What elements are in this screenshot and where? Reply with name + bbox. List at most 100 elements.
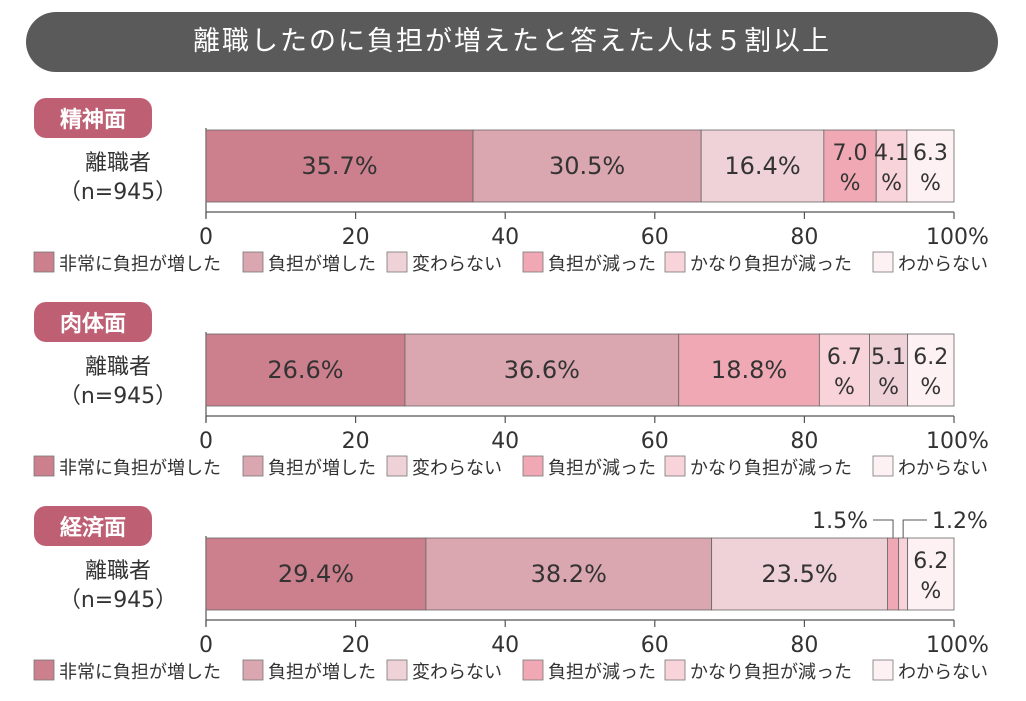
section-label-bg bbox=[34, 98, 152, 138]
x-tick-label: 40 bbox=[491, 429, 519, 454]
section-label-bg bbox=[34, 302, 152, 342]
bar-segment bbox=[404, 333, 680, 407]
legend-label: わからない bbox=[898, 662, 988, 683]
bar-segment bbox=[887, 537, 900, 611]
x-tick-label: 0 bbox=[199, 633, 213, 658]
x-tick-label: 20 bbox=[342, 225, 370, 250]
bar-segment bbox=[875, 129, 908, 203]
label-leader-line bbox=[902, 519, 927, 538]
data-label: 23.5% bbox=[761, 560, 837, 588]
legend-swatch bbox=[33, 659, 55, 681]
section-label: 経済面 bbox=[60, 515, 126, 541]
category-label: （n=945） bbox=[59, 384, 177, 409]
x-tick-label: 60 bbox=[641, 429, 669, 454]
data-label: 4.1 bbox=[874, 141, 909, 166]
data-label: 7.0 bbox=[833, 141, 868, 166]
legend-label: 非常に負担が増した bbox=[59, 458, 221, 479]
legend-swatch bbox=[33, 455, 55, 477]
legend-swatch bbox=[386, 659, 408, 681]
data-label-unit: % bbox=[840, 171, 861, 196]
bar-segment bbox=[818, 333, 870, 407]
legend-swatch bbox=[33, 251, 55, 273]
bar-segment bbox=[869, 333, 909, 407]
legend-swatch bbox=[872, 251, 894, 273]
x-tick-label: 60 bbox=[641, 225, 669, 250]
legend-swatch bbox=[386, 251, 408, 273]
data-label: 35.7% bbox=[301, 152, 377, 180]
data-label-unit: % bbox=[878, 375, 899, 400]
x-tick-label: 0 bbox=[199, 429, 213, 454]
legend-label: わからない bbox=[898, 458, 988, 479]
data-label: 18.8% bbox=[711, 356, 787, 384]
bar-segment bbox=[898, 537, 909, 611]
data-label-unit: % bbox=[920, 375, 941, 400]
bar-segment bbox=[823, 129, 877, 203]
legend-label: 変わらない bbox=[412, 458, 502, 479]
x-tick-label: 100% bbox=[926, 225, 989, 250]
bar-segment bbox=[700, 129, 825, 203]
bar-segment bbox=[472, 129, 702, 203]
category-label: 離職者 bbox=[85, 355, 151, 380]
category-label: （n=945） bbox=[59, 588, 177, 613]
data-label: 1.2% bbox=[932, 509, 988, 534]
legend-swatch bbox=[872, 659, 894, 681]
chart-title: 離職したのに負担が増えたと答えた人は５割以上 bbox=[26, 12, 998, 72]
x-tick-label: 100% bbox=[926, 429, 989, 454]
data-label-unit: % bbox=[834, 375, 855, 400]
legend-label: かなり負担が減った bbox=[690, 458, 852, 479]
legend-label: かなり負担が減った bbox=[690, 254, 852, 275]
bar-segment bbox=[906, 129, 955, 203]
legend-swatch bbox=[522, 251, 544, 273]
legend-label: 負担が増した bbox=[268, 458, 376, 479]
data-label-unit: % bbox=[881, 171, 902, 196]
legend-label: 負担が増した bbox=[268, 662, 376, 683]
x-tick-label: 80 bbox=[790, 633, 818, 658]
data-label: 6.2 bbox=[913, 549, 948, 574]
x-tick-label: 40 bbox=[491, 225, 519, 250]
data-label: 1.5% bbox=[812, 509, 868, 534]
legend-swatch bbox=[872, 455, 894, 477]
legend-swatch bbox=[242, 659, 264, 681]
legend-label: 非常に負担が増した bbox=[59, 254, 221, 275]
legend-label: 負担が増した bbox=[268, 254, 376, 275]
legend-swatch bbox=[242, 455, 264, 477]
legend-label: 非常に負担が増した bbox=[59, 662, 221, 683]
x-tick-label: 0 bbox=[199, 225, 213, 250]
x-tick-label: 100% bbox=[926, 633, 989, 658]
data-label: 6.2 bbox=[913, 345, 948, 370]
data-label-unit: % bbox=[920, 579, 941, 604]
legend-swatch bbox=[664, 251, 686, 273]
legend-label: かなり負担が減った bbox=[690, 662, 852, 683]
data-label: 6.7 bbox=[827, 345, 862, 370]
bar-segment bbox=[425, 537, 713, 611]
data-label: 29.4% bbox=[278, 560, 354, 588]
x-tick-label: 80 bbox=[790, 225, 818, 250]
data-label: 6.3 bbox=[913, 141, 948, 166]
legend-label: わからない bbox=[898, 254, 988, 275]
x-tick-label: 60 bbox=[641, 633, 669, 658]
legend-label: 変わらない bbox=[412, 254, 502, 275]
data-label: 26.6% bbox=[267, 356, 343, 384]
x-tick-label: 40 bbox=[491, 633, 519, 658]
section-label: 精神面 bbox=[60, 107, 126, 133]
bar-segment bbox=[907, 537, 955, 611]
label-leader-line bbox=[873, 519, 894, 538]
category-label: 離職者 bbox=[85, 559, 151, 584]
data-label-unit: % bbox=[920, 171, 941, 196]
legend-swatch bbox=[522, 455, 544, 477]
data-label: 38.2% bbox=[531, 560, 607, 588]
bar-segment bbox=[205, 333, 406, 407]
bar-segment bbox=[205, 129, 474, 203]
legend-label: 負担が減った bbox=[548, 662, 656, 683]
legend-swatch bbox=[664, 659, 686, 681]
section-label: 肉体面 bbox=[60, 312, 126, 337]
data-label: 36.6% bbox=[504, 356, 580, 384]
category-label: 離職者 bbox=[85, 151, 151, 176]
legend-swatch bbox=[522, 659, 544, 681]
legend-swatch bbox=[242, 251, 264, 273]
legend-label: 変わらない bbox=[412, 662, 502, 683]
x-tick-label: 20 bbox=[342, 429, 370, 454]
legend-label: 負担が減った bbox=[548, 458, 656, 479]
